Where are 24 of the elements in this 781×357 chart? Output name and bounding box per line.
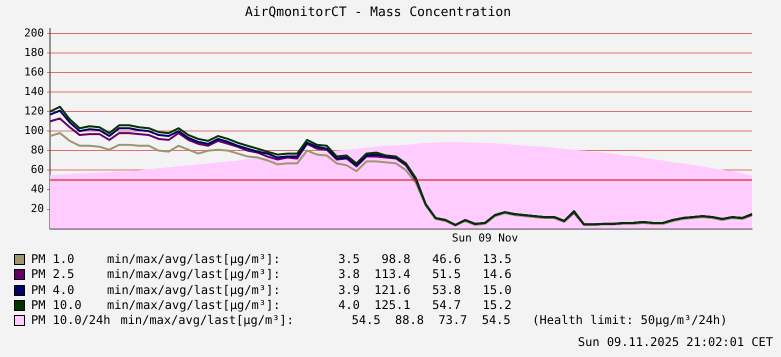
text: min/max/avg/last[µg/m³]: 3.9 121.6 53.8 15.0 <box>107 282 512 298</box>
y-tick-label: 120 <box>24 104 44 118</box>
text: Sun 09.11.2025 21:02:01 CET <box>578 335 773 349</box>
text: min/max/avg/last[µg/m³]: 4.0 125.1 54.7 15.2 <box>107 298 512 314</box>
legend-label: PM 1.0 <box>31 252 76 268</box>
legend-label: PM 10.0 <box>31 298 83 314</box>
legend-label: PM 4.0 <box>31 282 76 298</box>
x-tick-label: Sun 09 Nov <box>452 231 519 244</box>
y-tick-label: 180 <box>24 46 44 59</box>
legend-label: PM 2.5 <box>31 267 76 283</box>
text: (Health limit: 50µg/m³/24h) <box>532 313 728 328</box>
text: min/max/avg/last[µg/m³]: 3.5 98.8 46.6 13.5 <box>107 252 512 268</box>
y-tick-label: 100 <box>24 124 44 137</box>
y-tick-label: 160 <box>24 65 44 78</box>
y-tick-label: 140 <box>24 84 44 98</box>
y-tick-label: 20 <box>30 202 44 216</box>
text: min/max/avg/last[µg/m³]: 54.5 88.8 73.7 54.5 <box>120 313 511 328</box>
y-tick-label: 200 <box>24 26 44 40</box>
y-tick-label: 40 <box>30 182 44 196</box>
legend-label: PM 10.0/24h <box>31 313 110 328</box>
chart-title: AirQmonitorCT - Mass Concentration <box>244 5 512 20</box>
text: min/max/avg/last[µg/m³]: 3.8 113.4 51.5 14.6 <box>107 267 512 283</box>
y-tick-label: 80 <box>30 144 44 157</box>
y-tick-label: 60 <box>30 163 44 176</box>
